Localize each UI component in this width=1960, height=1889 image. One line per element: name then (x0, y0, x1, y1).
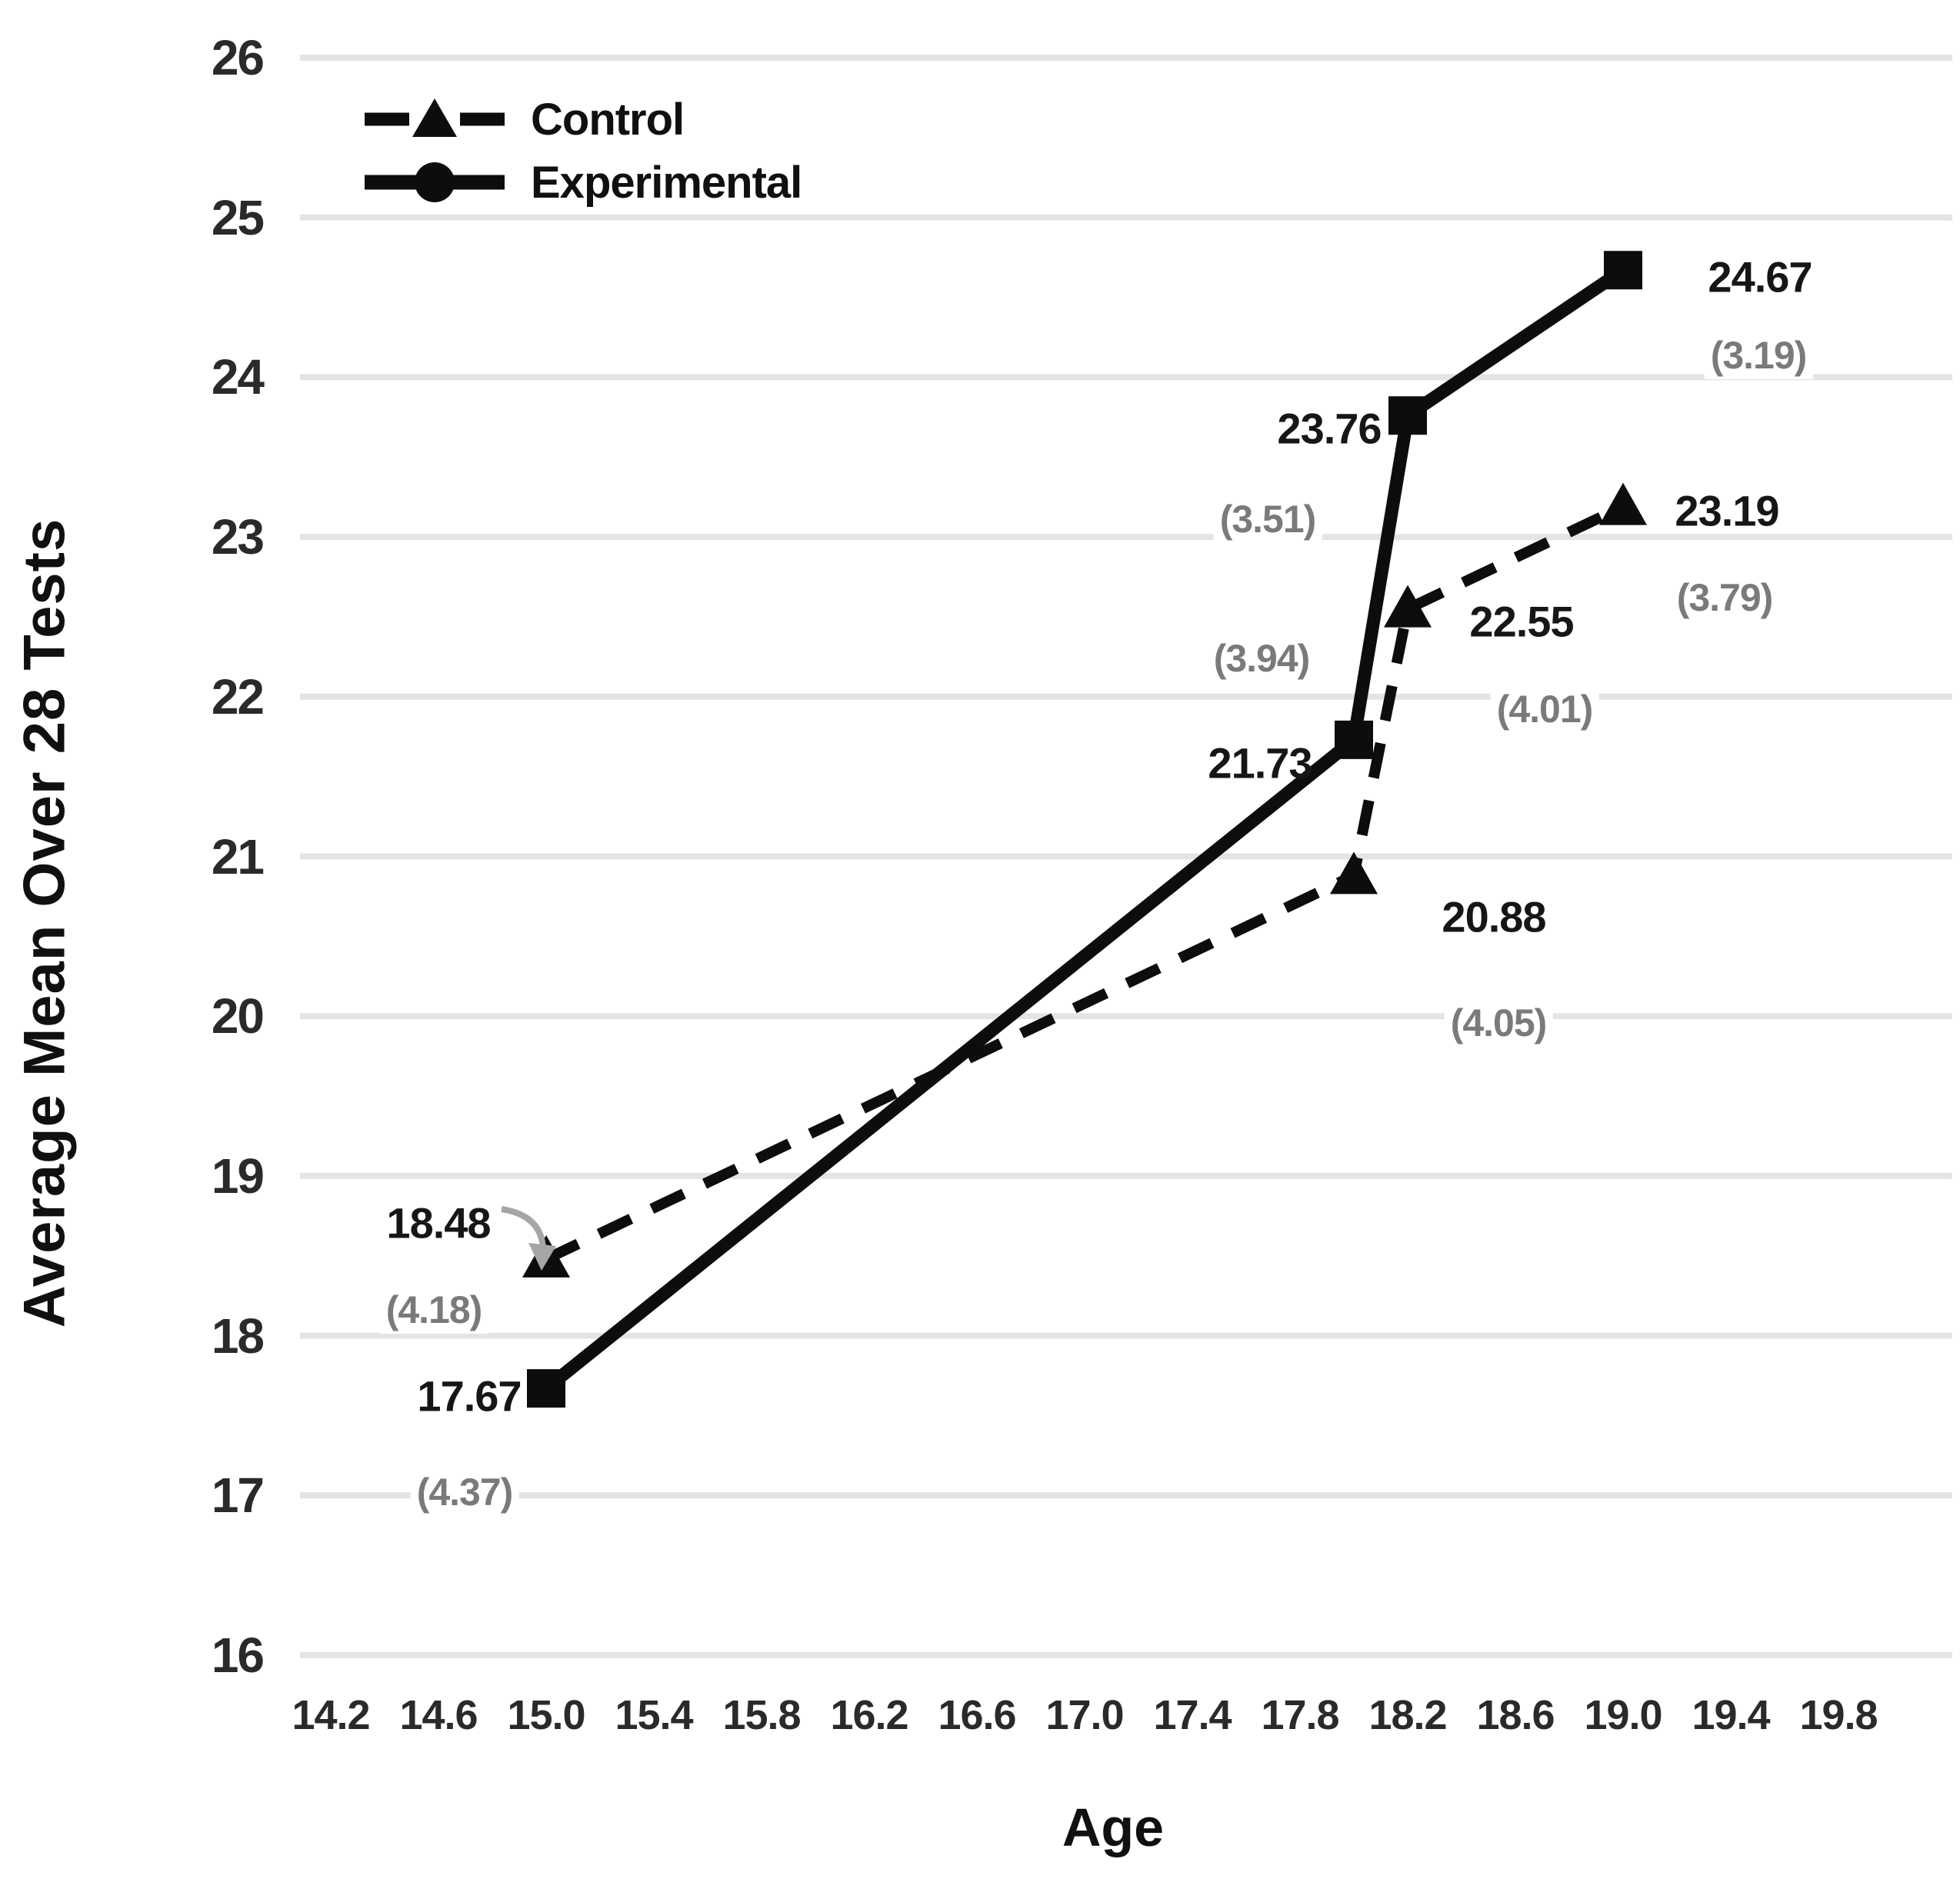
x-tick-label: 16.2 (830, 1692, 908, 1738)
y-tick-label: 18 (211, 1308, 265, 1364)
x-tick-label: 19.0 (1584, 1692, 1662, 1738)
legend-item-control: Control (362, 94, 802, 145)
x-tick-label: 14.2 (292, 1692, 370, 1738)
x-tick-label: 14.6 (399, 1692, 478, 1738)
triangle-marker-icon (1599, 482, 1647, 525)
x-tick-label: 15.0 (507, 1692, 585, 1738)
y-tick-label: 24 (211, 349, 265, 405)
square-marker-icon (1388, 396, 1427, 435)
control-sd-label: (4.05) (1444, 999, 1553, 1048)
y-tick-label: 21 (211, 828, 265, 885)
y-tick-label: 22 (211, 668, 265, 725)
control-value-label: 22.55 (1469, 597, 1574, 646)
y-tick-label: 20 (211, 988, 265, 1044)
x-tick-label: 16.6 (938, 1692, 1016, 1738)
experimental-sd-label: (4.37) (410, 1468, 519, 1517)
x-tick-label: 17.0 (1045, 1692, 1124, 1738)
square-marker-icon (1335, 720, 1373, 759)
x-tick-label: 19.8 (1799, 1692, 1878, 1738)
experimental-value-label: 24.67 (1708, 252, 1812, 302)
y-tick-label: 17 (211, 1468, 265, 1524)
x-tick-label: 15.8 (722, 1692, 801, 1738)
x-tick-label: 17.4 (1153, 1692, 1232, 1738)
control-sd-label: (3.79) (1670, 573, 1779, 621)
legend: Control Experimental (362, 94, 802, 208)
legend-label-control: Control (531, 94, 685, 145)
y-tick-label: 25 (211, 189, 265, 245)
y-axis-title: Average Mean Over 28 Tests (12, 518, 78, 1328)
square-marker-icon (1604, 251, 1642, 290)
y-tick-label: 26 (211, 30, 265, 85)
x-axis-title: Age (1062, 1797, 1165, 1857)
legend-item-experimental: Experimental (362, 157, 802, 208)
control-value-label: 20.88 (1442, 892, 1546, 941)
y-tick-label: 19 (211, 1148, 265, 1204)
x-tick-label: 18.2 (1368, 1692, 1447, 1738)
control-sd-label: (4.01) (1490, 685, 1599, 733)
control-value-label: 23.19 (1675, 486, 1779, 535)
triangle-marker-icon (1384, 585, 1432, 628)
control-sd-label: (4.18) (379, 1285, 488, 1334)
leader-arrow (501, 1206, 546, 1250)
experimental-value-label: 23.76 (1277, 404, 1382, 453)
x-tick-label: 18.6 (1476, 1692, 1555, 1738)
x-tick-label: 15.4 (615, 1692, 693, 1738)
y-tick-label: 16 (211, 1627, 265, 1683)
control-value-label: 18.48 (386, 1198, 491, 1248)
x-tick-label: 17.8 (1261, 1692, 1339, 1738)
square-marker-icon (527, 1369, 565, 1408)
control-line (543, 501, 1626, 1264)
experimental-value-label: 21.73 (1208, 738, 1312, 788)
experimental-sd-label: (3.19) (1704, 331, 1813, 380)
experimental-sd-label: (3.51) (1213, 495, 1322, 544)
leader-arrowhead-icon (528, 1243, 556, 1271)
y-tick-label: 23 (211, 509, 265, 565)
dashed-line-triangle-icon (365, 98, 505, 137)
triangle-marker-icon (1330, 851, 1378, 895)
solid-line-circle-icon (365, 162, 505, 202)
experimental-sd-label: (3.94) (1207, 634, 1316, 682)
legend-label-experimental: Experimental (531, 157, 802, 208)
x-tick-label: 19.4 (1692, 1692, 1770, 1738)
experimental-line (542, 265, 1627, 1394)
experimental-value-label: 17.67 (417, 1371, 522, 1421)
